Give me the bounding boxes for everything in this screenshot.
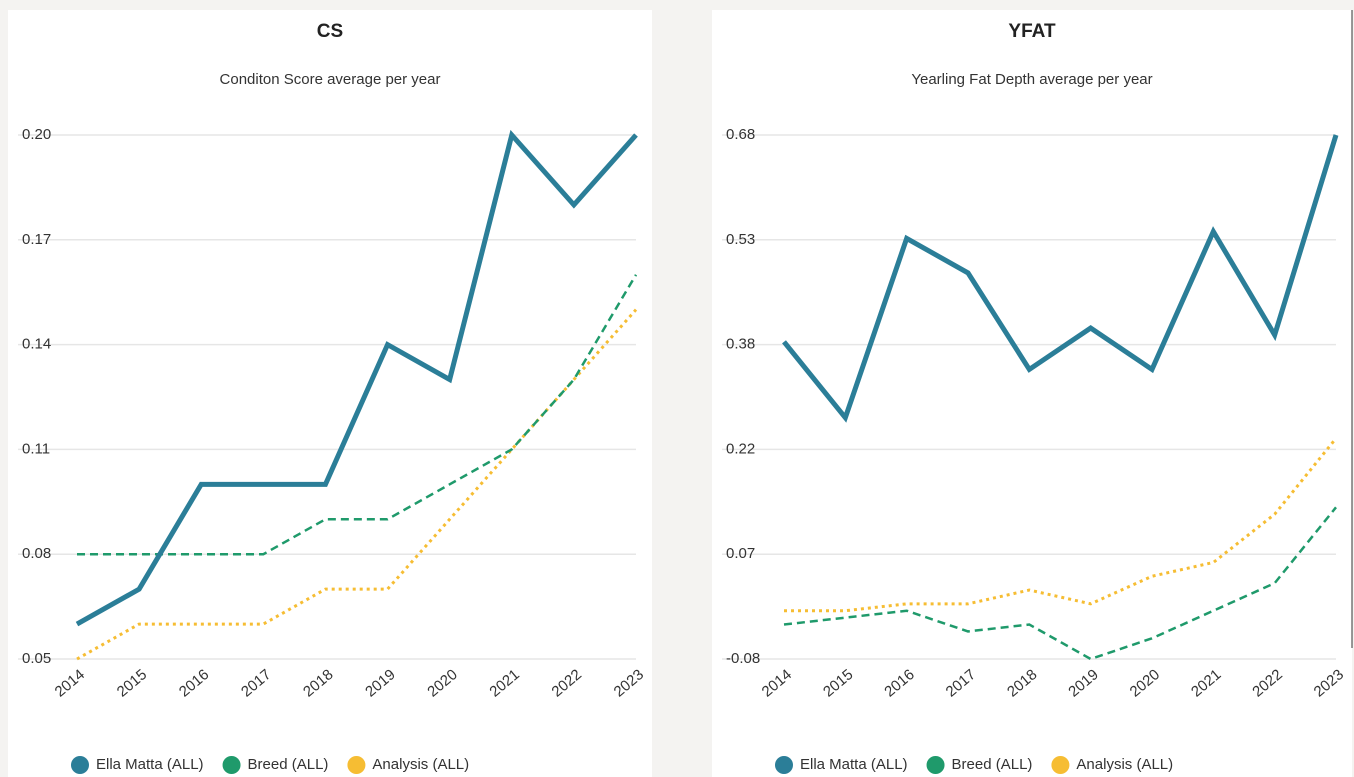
y-tick-label: 0.22: [726, 440, 755, 457]
legend-swatch: [1051, 756, 1070, 774]
legend-swatch: [222, 756, 241, 774]
series-line: [784, 437, 1338, 613]
y-tick-label: 0.38: [726, 336, 755, 353]
legend-swatch: [71, 756, 89, 774]
legend-swatch: [347, 756, 366, 774]
chart-title: CS: [317, 21, 343, 42]
y-tick-label: 0.14: [22, 336, 51, 353]
y-tick-label: 0.07: [726, 545, 755, 562]
series-line: [782, 134, 1339, 423]
panel: [712, 10, 1352, 777]
legend-swatch: [775, 756, 793, 774]
y-tick-label: 0.20: [22, 126, 51, 143]
chart-subtitle: Yearling Fat Depth average per year: [911, 71, 1152, 88]
y-tick-label: 0.68: [726, 126, 755, 143]
legend-label: Ella Matta (ALL): [800, 756, 908, 773]
y-tick-label: 0.08: [22, 545, 51, 562]
chart-subtitle: Conditon Score average per year: [220, 71, 441, 88]
series-line: [783, 506, 1337, 661]
legend-label: Analysis (ALL): [1076, 756, 1173, 773]
legend-label: Ella Matta (ALL): [96, 756, 204, 773]
y-tick-label: 0.53: [726, 231, 755, 248]
y-tick-label: 0.05: [22, 650, 51, 667]
legend-swatch: [926, 756, 945, 774]
series-line: [77, 274, 638, 556]
legend-label: Breed (ALL): [952, 756, 1033, 773]
legend-label: Breed (ALL): [248, 756, 329, 773]
chart-title: YFAT: [1008, 21, 1056, 42]
series-line: [75, 129, 638, 627]
y-tick-label: 0.11: [22, 440, 50, 457]
y-tick-label: 0.17: [22, 231, 51, 248]
y-tick-label: -0.08: [726, 650, 760, 667]
legend-label: Analysis (ALL): [372, 756, 469, 773]
panel: [8, 10, 652, 777]
